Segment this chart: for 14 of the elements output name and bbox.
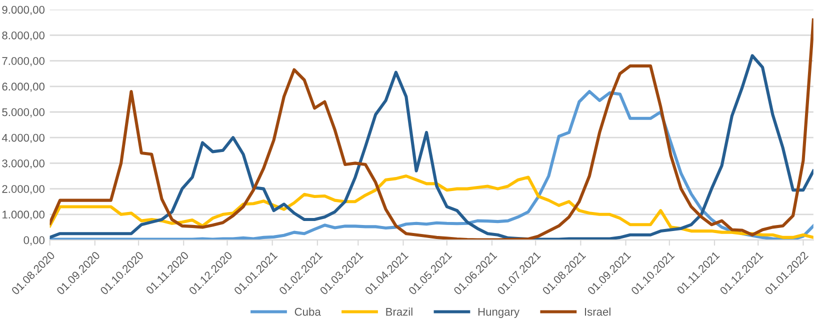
legend-label: Brazil: [386, 308, 412, 316]
y-tick-label: 0,00: [24, 236, 45, 246]
y-tick-label: 7.000,00: [2, 57, 45, 66]
y-tick-label: 8.000,00: [2, 31, 45, 41]
y-tick-label: 9.000,00: [2, 6, 45, 16]
y-tick-label: 5.000,00: [2, 108, 45, 118]
legend-label: Cuba: [294, 308, 321, 316]
y-tick-label: 6.000,00: [2, 82, 45, 92]
legend-label: Israel: [584, 308, 610, 316]
legend-label: Hungary: [478, 308, 520, 318]
y-tick-label: 1.000,00: [2, 210, 45, 220]
y-tick-label: 3.000,00: [2, 159, 45, 169]
y-tick-label: 4.000,00: [2, 134, 45, 144]
y-tick-label: 2.000,00: [2, 185, 45, 194]
